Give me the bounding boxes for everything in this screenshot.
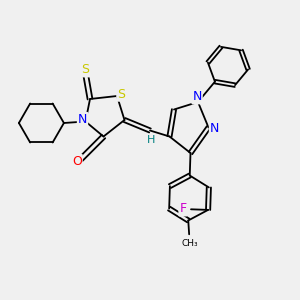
Text: N: N <box>210 122 219 135</box>
Text: CH₃: CH₃ <box>182 239 198 248</box>
Text: O: O <box>72 155 82 168</box>
Text: H: H <box>147 135 155 145</box>
Text: N: N <box>192 90 202 104</box>
Text: N: N <box>78 113 87 126</box>
Text: S: S <box>117 88 125 101</box>
Text: F: F <box>179 202 187 215</box>
Text: S: S <box>82 63 89 76</box>
